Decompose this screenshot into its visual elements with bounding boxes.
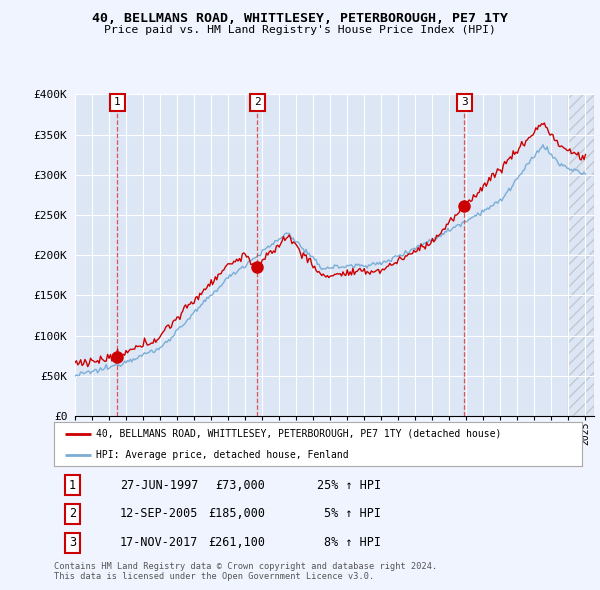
Text: 1: 1 xyxy=(69,478,76,491)
Text: 2: 2 xyxy=(254,97,260,107)
Text: 40, BELLMANS ROAD, WHITTLESEY, PETERBOROUGH, PE7 1TY (detached house): 40, BELLMANS ROAD, WHITTLESEY, PETERBORO… xyxy=(96,429,502,439)
Text: 2: 2 xyxy=(69,507,76,520)
Text: 12-SEP-2005: 12-SEP-2005 xyxy=(120,507,199,520)
Text: 5% ↑ HPI: 5% ↑ HPI xyxy=(325,507,382,520)
Text: 25% ↑ HPI: 25% ↑ HPI xyxy=(317,478,382,491)
Text: 3: 3 xyxy=(69,536,76,549)
Text: Price paid vs. HM Land Registry's House Price Index (HPI): Price paid vs. HM Land Registry's House … xyxy=(104,25,496,35)
Text: 27-JUN-1997: 27-JUN-1997 xyxy=(120,478,199,491)
Text: 8% ↑ HPI: 8% ↑ HPI xyxy=(325,536,382,549)
Text: 40, BELLMANS ROAD, WHITTLESEY, PETERBOROUGH, PE7 1TY: 40, BELLMANS ROAD, WHITTLESEY, PETERBORO… xyxy=(92,12,508,25)
Text: HPI: Average price, detached house, Fenland: HPI: Average price, detached house, Fenl… xyxy=(96,450,349,460)
Text: £73,000: £73,000 xyxy=(215,478,265,491)
Text: £261,100: £261,100 xyxy=(208,536,265,549)
Text: 17-NOV-2017: 17-NOV-2017 xyxy=(120,536,199,549)
Text: 1: 1 xyxy=(114,97,121,107)
Text: £185,000: £185,000 xyxy=(208,507,265,520)
Text: 3: 3 xyxy=(461,97,468,107)
Text: Contains HM Land Registry data © Crown copyright and database right 2024.
This d: Contains HM Land Registry data © Crown c… xyxy=(54,562,437,581)
